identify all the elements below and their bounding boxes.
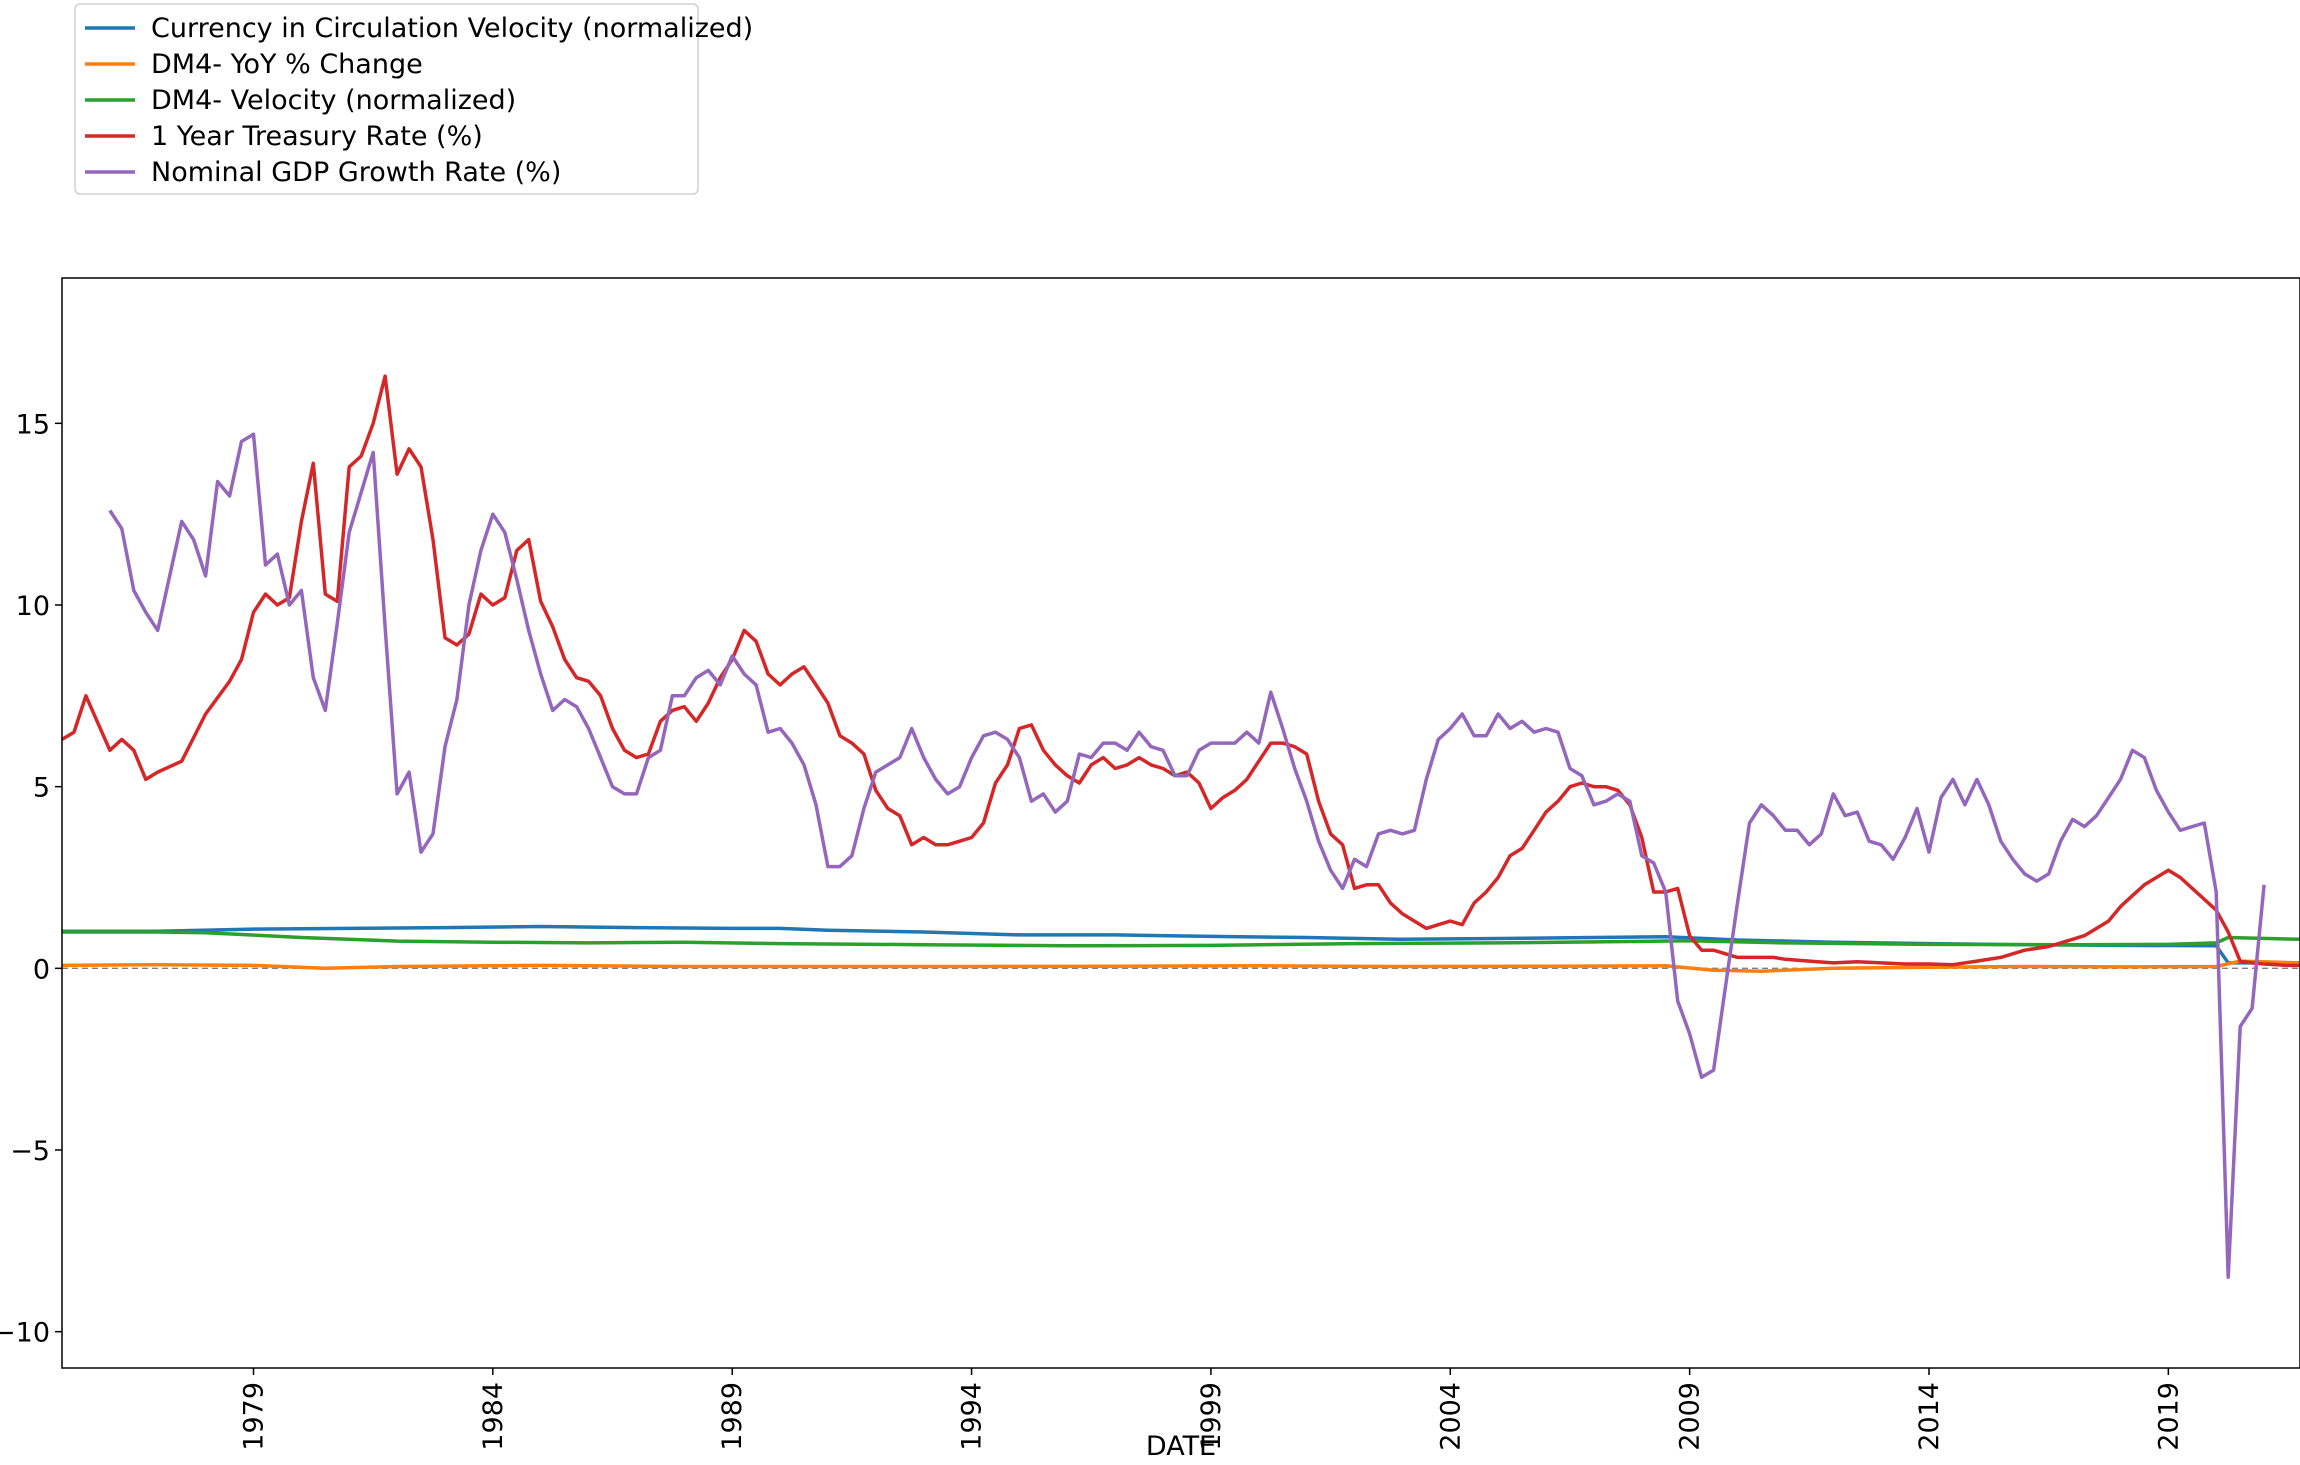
y-tick-label: 5 <box>33 773 50 804</box>
series-line-2 <box>62 930 2300 948</box>
series-line-3 <box>62 374 2300 968</box>
x-tick-label: 1984 <box>478 1382 509 1451</box>
y-axis: −10 −5 0 5 10 15 <box>0 409 62 1349</box>
legend-entry-3: 1 Year Treasury Rate (%) <box>151 121 483 152</box>
legend-box <box>74 3 699 195</box>
y-tick-label: 0 <box>33 954 50 985</box>
x-tick-label: 1994 <box>957 1382 988 1451</box>
legend-entry-0: Currency in Circulation Velocity (normal… <box>151 13 753 44</box>
plot-frame <box>61 277 2300 1369</box>
x-tick-label: 2004 <box>1435 1382 1466 1451</box>
x-tick-label: 2014 <box>1914 1382 1945 1451</box>
y-tick-label: −10 <box>0 1318 50 1349</box>
y-tick-label: 15 <box>16 409 50 440</box>
legend-entry-4: Nominal GDP Growth Rate (%) <box>151 157 561 188</box>
legend: Currency in Circulation Velocity (normal… <box>74 3 753 195</box>
x-tick-label: 1989 <box>717 1382 748 1451</box>
legend-entry-2: DM4- Velocity (normalized) <box>151 85 516 116</box>
series-line-4 <box>108 432 2266 1279</box>
legend-entry-1: DM4- YoY % Change <box>151 49 423 80</box>
x-tick-label: 1979 <box>238 1382 269 1451</box>
x-tick-label: 2019 <box>2153 1382 2184 1451</box>
y-tick-label: −5 <box>10 1136 50 1167</box>
y-tick-label: 10 <box>16 591 50 622</box>
x-tick-label: 2009 <box>1675 1382 1706 1451</box>
series-line-1 <box>62 959 2300 973</box>
x-axis-label: DATE <box>1146 1431 1216 1462</box>
x-axis: 1979 1984 1989 1994 1999 2004 2009 2014 2019 <box>238 1368 2184 1451</box>
plot-area <box>61 277 2300 1369</box>
x-tick-label: 1999 <box>1196 1382 1227 1451</box>
